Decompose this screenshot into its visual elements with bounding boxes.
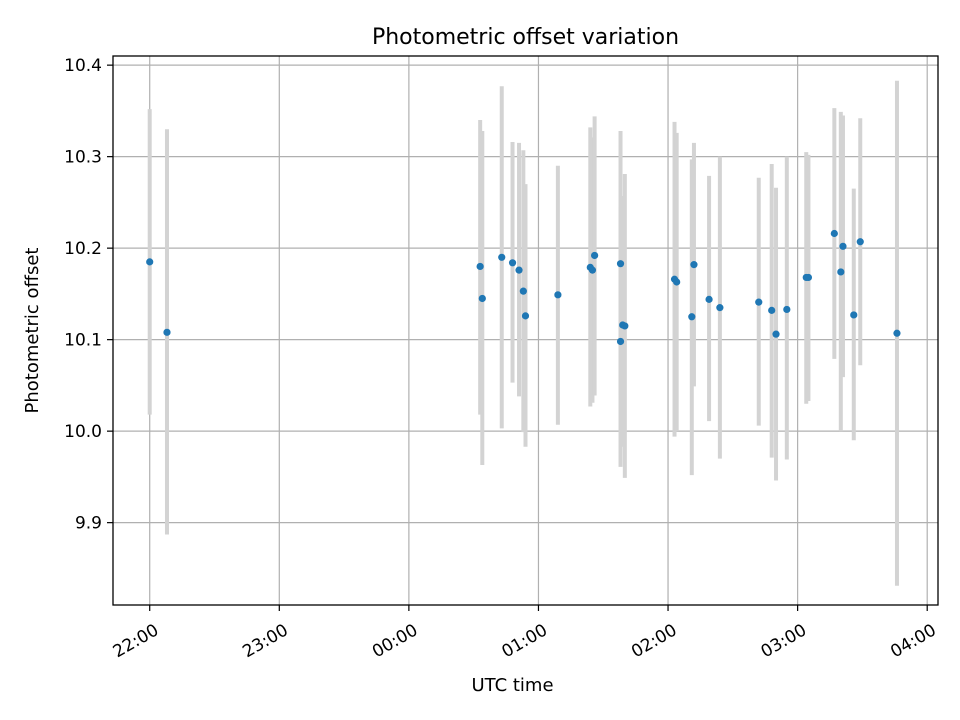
data-point: [850, 311, 858, 319]
x-axis-label: UTC time: [471, 675, 553, 696]
y-tick-label: 10.1: [64, 331, 102, 351]
plot-frame: [112, 55, 939, 606]
data-point: [163, 328, 171, 336]
y-tick-label: 9.9: [75, 514, 102, 534]
x-tick-label: 01:00: [499, 620, 551, 662]
chart-title: Photometric offset variation: [372, 25, 679, 50]
data-point: [804, 273, 813, 282]
y-tick-label: 10.3: [64, 148, 102, 168]
data-point: [716, 304, 724, 312]
data-point: [772, 330, 780, 338]
y-tick-label: 10.0: [64, 422, 102, 442]
x-tick-label: 04:00: [887, 620, 939, 662]
data-point: [837, 268, 845, 276]
x-axis-ticks: 22:00 23:00 00:00 01:00 02:00 03:00 04:00: [110, 605, 940, 662]
x-tick-label: 03:00: [758, 620, 810, 662]
data-point: [146, 258, 154, 266]
data-point: [588, 266, 597, 274]
data-point: [498, 253, 506, 261]
data-point: [476, 262, 484, 271]
x-tick-label: 22:00: [110, 620, 162, 662]
data-point: [688, 313, 696, 321]
data-point: [616, 260, 625, 268]
data-point: [768, 306, 776, 314]
data-point: [690, 261, 698, 269]
y-axis-label: Photometric offset: [22, 248, 43, 414]
data-point: [893, 329, 901, 337]
data-point: [839, 242, 847, 250]
data-point: [519, 287, 527, 295]
data-points: [146, 229, 901, 346]
data-point: [508, 259, 517, 267]
data-point: [554, 291, 562, 299]
data-point: [673, 278, 681, 286]
data-point: [830, 229, 838, 238]
data-point: [478, 294, 486, 303]
x-tick-label: 00:00: [369, 620, 421, 662]
data-point: [705, 295, 713, 303]
data-point: [515, 266, 523, 274]
y-axis-ticks: 9.9 10.0 10.1 10.2 10.3 10.4: [64, 56, 113, 534]
data-point: [755, 298, 763, 306]
data-point: [783, 305, 791, 314]
data-point: [616, 337, 625, 346]
x-tick-label: 02:00: [628, 620, 680, 662]
data-point: [521, 312, 530, 320]
y-tick-label: 10.2: [64, 239, 102, 259]
data-point: [591, 251, 599, 260]
y-tick-label: 10.4: [64, 56, 102, 76]
data-point: [621, 322, 629, 330]
x-tick-label: 23:00: [239, 620, 291, 662]
data-point: [856, 238, 864, 246]
